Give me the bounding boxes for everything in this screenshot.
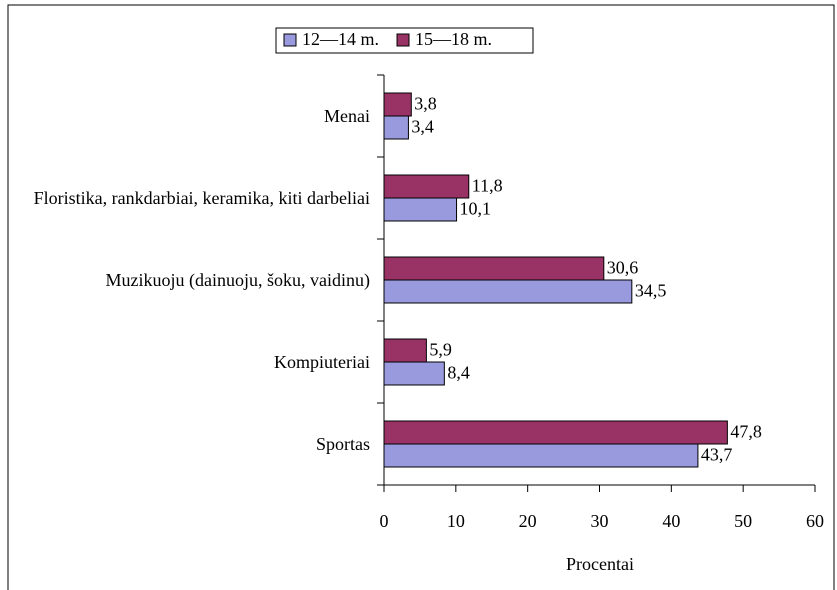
value-label: 34,5 bbox=[635, 281, 667, 301]
bar bbox=[383, 197, 458, 222]
bar bbox=[383, 338, 427, 363]
category-label-box: Kompiuteriai bbox=[10, 332, 370, 392]
bar bbox=[383, 443, 699, 468]
value-label: 30,6 bbox=[607, 258, 639, 278]
value-label: 47,8 bbox=[730, 422, 762, 442]
value-label: 10,1 bbox=[460, 199, 492, 219]
bar bbox=[383, 115, 409, 140]
bar bbox=[383, 256, 605, 281]
legend-label: 12—14 m. bbox=[302, 29, 379, 49]
category-label: Floristika, rankdarbiai, keramika, kiti … bbox=[33, 187, 370, 208]
value-label: 3,4 bbox=[411, 117, 434, 137]
bar bbox=[383, 279, 633, 304]
bar bbox=[383, 361, 445, 386]
legend-label: 15—18 m. bbox=[415, 29, 492, 49]
x-axis-label: Procentai bbox=[566, 554, 634, 574]
category-label-box: Floristika, rankdarbiai, keramika, kiti … bbox=[10, 168, 370, 228]
legend-swatch bbox=[396, 33, 410, 47]
value-label: 11,8 bbox=[472, 176, 503, 196]
category-label: Sportas bbox=[316, 433, 370, 454]
frame bbox=[7, 4, 835, 590]
x-tick-label: 50 bbox=[734, 511, 752, 531]
value-label: 5,9 bbox=[429, 340, 452, 360]
bar bbox=[383, 92, 412, 117]
category-label-box: Muzikuoju (dainuoju, šoku, vaidinu) bbox=[10, 250, 370, 310]
value-label: 8,4 bbox=[447, 363, 470, 383]
category-label: Kompiuteriai bbox=[274, 351, 370, 372]
value-label: 3,8 bbox=[414, 94, 437, 114]
value-label: 43,7 bbox=[701, 445, 733, 465]
legend-swatch bbox=[283, 33, 297, 47]
x-tick-label: 60 bbox=[806, 511, 824, 531]
category-label-box: Sportas bbox=[10, 414, 370, 474]
bar bbox=[383, 420, 728, 445]
x-tick-label: 10 bbox=[447, 511, 465, 531]
category-label: Muzikuoju (dainuoju, šoku, vaidinu) bbox=[105, 269, 370, 290]
bar bbox=[383, 174, 470, 199]
x-tick-label: 20 bbox=[519, 511, 537, 531]
x-tick-label: 0 bbox=[380, 511, 389, 531]
x-tick-label: 30 bbox=[591, 511, 609, 531]
category-label-box: Menai bbox=[10, 86, 370, 146]
x-tick-label: 40 bbox=[662, 511, 680, 531]
category-label: Menai bbox=[324, 105, 370, 126]
